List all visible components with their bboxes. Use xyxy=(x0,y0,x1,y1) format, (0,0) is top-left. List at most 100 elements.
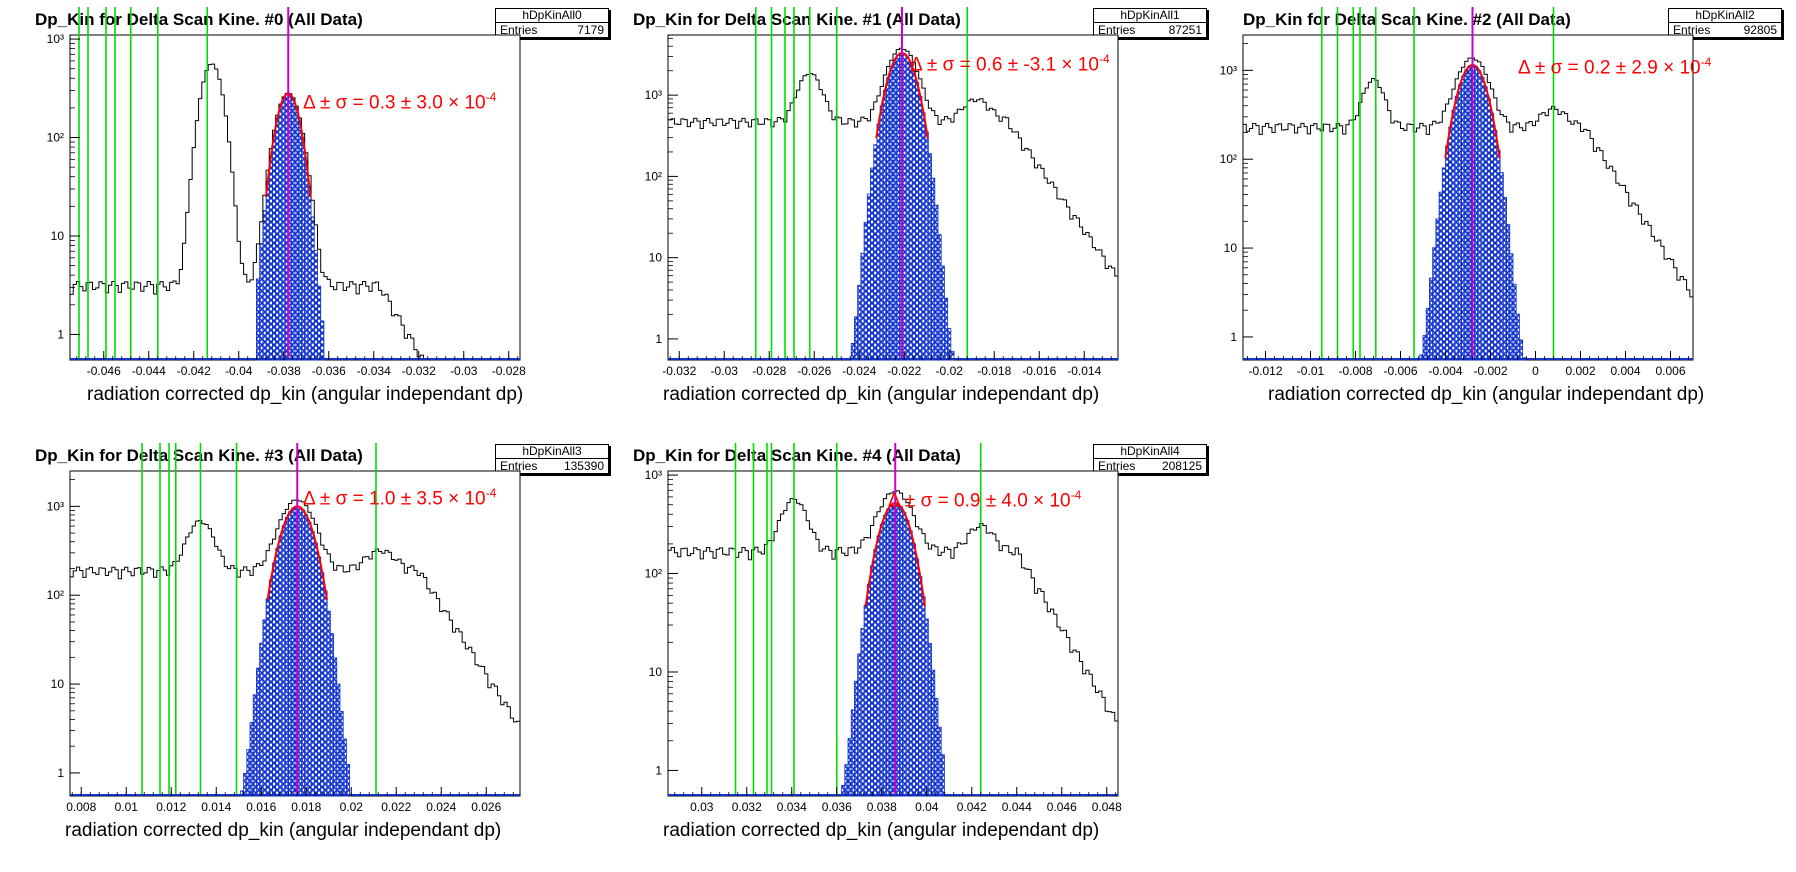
entries-value: 208125 xyxy=(1161,459,1202,473)
x-tick-label: 0.034 xyxy=(777,800,807,814)
chart-title: Dp_Kin for Delta Scan Kine. #0 (All Data… xyxy=(35,10,363,29)
fit-result: Δ ± σ = 0.9 ± 4.0 × 10-4 xyxy=(888,488,1082,512)
selected-bin xyxy=(1425,307,1430,361)
x-tick-label: -0.002 xyxy=(1473,364,1507,378)
selected-bin xyxy=(1461,75,1466,361)
stats-box: hDpKinAll1 Entries 87251 xyxy=(1093,8,1207,38)
x-tick-label: -0.044 xyxy=(132,364,166,378)
selected-bin xyxy=(268,155,273,361)
selected-bin xyxy=(1502,196,1507,361)
selected-bin xyxy=(866,193,871,361)
selected-bin xyxy=(844,764,849,797)
selected-bin xyxy=(1457,84,1462,361)
entries-value: 92805 xyxy=(1743,23,1777,37)
selected-bin xyxy=(320,572,325,797)
selected-bin xyxy=(326,610,331,797)
x-tick-label: -0.032 xyxy=(662,364,696,378)
selected-bin xyxy=(1422,334,1427,361)
selected-bin xyxy=(1448,126,1453,361)
selected-bin xyxy=(1480,77,1485,361)
selected-bin xyxy=(320,320,325,361)
selected-bin xyxy=(886,508,891,797)
x-tick-label: -0.036 xyxy=(312,364,346,378)
selected-bin xyxy=(873,549,878,797)
selected-bin xyxy=(892,59,897,361)
chart-title: Dp_Kin for Delta Scan Kine. #3 (All Data… xyxy=(35,446,363,465)
x-tick-label: -0.008 xyxy=(1338,364,1372,378)
selected-bin xyxy=(905,520,910,797)
selected-bin xyxy=(876,123,881,361)
y-tick-label: 10² xyxy=(645,567,662,581)
plot-area: 0.008 0.01 0.012 0.014 0.016 0.018 0.02 0.022 0.… xyxy=(47,443,521,814)
y-tick-label: 1 xyxy=(1230,330,1237,344)
x-tick-label: -0.004 xyxy=(1428,364,1462,378)
selected-bin xyxy=(924,618,929,797)
selected-bin xyxy=(301,138,306,361)
selected-bin xyxy=(339,710,344,797)
x-tick-label: -0.028 xyxy=(752,364,786,378)
x-tick-label: 0.03 xyxy=(690,800,714,814)
selected-bin xyxy=(940,265,945,361)
selected-bin xyxy=(291,507,296,797)
x-tick-label: 0.016 xyxy=(246,800,276,814)
selected-bin xyxy=(902,53,907,361)
selected-bin xyxy=(921,596,926,797)
selected-bin xyxy=(915,82,920,361)
x-tick-label: 0.032 xyxy=(732,800,762,814)
x-axis-title: radiation corrected dp_kin (angular inde… xyxy=(663,384,1100,405)
fit-result: Δ ± σ = 0.3 ± 3.0 × 10-4 xyxy=(303,90,497,114)
x-tick-label: -0.022 xyxy=(887,364,921,378)
y-tick-label: 10² xyxy=(47,588,64,602)
x-tick-label: -0.016 xyxy=(1022,364,1056,378)
x-tick-label: -0.04 xyxy=(225,364,253,378)
selected-bin xyxy=(879,105,884,361)
y-tick-label: 1 xyxy=(57,766,64,780)
x-tick-label: 0 xyxy=(1532,364,1539,378)
selected-bin xyxy=(310,531,315,797)
x-axis-title: radiation corrected dp_kin (angular inde… xyxy=(87,384,524,405)
selected-bin xyxy=(259,243,264,361)
y-tick-label: 10² xyxy=(645,169,662,183)
x-tick-label: -0.038 xyxy=(267,364,301,378)
selected-bin xyxy=(1490,112,1495,361)
selected-bin xyxy=(268,579,273,797)
x-tick-label: -0.028 xyxy=(492,364,526,378)
selected-bin xyxy=(1512,283,1517,361)
selected-bin xyxy=(265,180,270,361)
y-tick-label: 10 xyxy=(51,229,65,243)
selected-bin xyxy=(317,556,322,797)
selected-bin xyxy=(1519,339,1524,361)
x-tick-label: 0.046 xyxy=(1047,800,1077,814)
all-events-histogram xyxy=(1243,57,1693,298)
selected-bin xyxy=(301,509,306,797)
selected-bin xyxy=(243,772,248,797)
selected-bin xyxy=(310,216,315,361)
selected-bin xyxy=(863,222,868,361)
selected-bin xyxy=(1483,86,1488,361)
y-tick-label: 10² xyxy=(47,131,64,145)
entries-label: Entries xyxy=(500,459,538,473)
selected-bin xyxy=(924,131,929,361)
x-tick-label: -0.03 xyxy=(450,364,478,378)
selected-bin xyxy=(1441,167,1446,361)
x-tick-label: 0.038 xyxy=(867,800,897,814)
x-tick-label: -0.012 xyxy=(1248,364,1282,378)
y-tick-label: 10³ xyxy=(47,32,64,46)
selected-bin xyxy=(908,62,913,361)
selected-bin xyxy=(256,278,261,361)
selected-bin xyxy=(886,77,891,361)
x-tick-label: -0.034 xyxy=(357,364,391,378)
stats-name: hDpKinAll0 xyxy=(496,9,608,23)
selected-events-histogram xyxy=(1419,64,1527,361)
selected-bin xyxy=(1493,130,1498,361)
entries-label: Entries xyxy=(1673,23,1711,37)
selected-bin xyxy=(307,521,312,797)
y-tick-label: 1 xyxy=(57,327,64,341)
selected-bin xyxy=(1486,98,1491,361)
selected-bin xyxy=(944,297,949,361)
selected-bin xyxy=(902,512,907,797)
x-axis-title: radiation corrected dp_kin (angular inde… xyxy=(663,820,1100,841)
x-tick-label: -0.026 xyxy=(797,364,831,378)
selected-bin xyxy=(915,558,920,797)
selected-bin xyxy=(918,576,923,797)
